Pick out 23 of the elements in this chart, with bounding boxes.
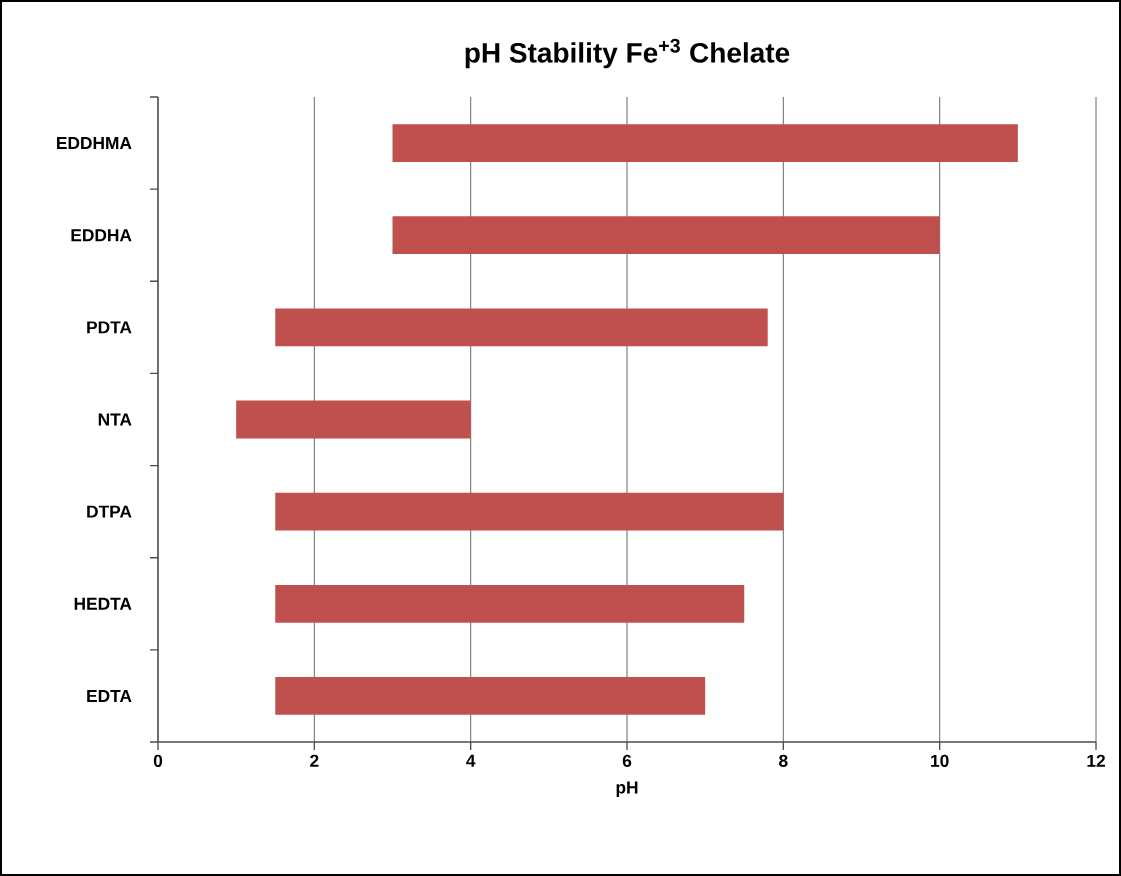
bar [236, 400, 471, 439]
y-tick-label: PDTA [87, 321, 132, 334]
y-tick-label: EDTA [87, 689, 132, 702]
y-tick-label: HEDTA [74, 597, 132, 610]
x-tick-label: 10 [931, 754, 949, 767]
x-tick-label: 12 [1087, 754, 1105, 767]
y-tick-label: EDDHMA [57, 137, 132, 150]
bar [275, 677, 706, 715]
x-tick-label: 8 [779, 754, 788, 767]
bar [275, 308, 768, 347]
y-tick-label: EDDHA [71, 229, 132, 242]
bar [392, 216, 940, 255]
y-tick-label: DTPA [87, 505, 132, 518]
chart-title: pH Stability Fe$^{+3}$ Chelate [465, 38, 790, 69]
x-tick-label: 4 [466, 754, 476, 767]
x-tick-label: 0 [153, 754, 163, 767]
bar [392, 124, 1018, 162]
x-axis-title: pH [616, 781, 638, 797]
x-tick-label: 6 [622, 754, 632, 767]
y-tick-label: NTA [98, 413, 132, 426]
bar [275, 584, 745, 623]
x-tick-label: 2 [310, 754, 319, 767]
bar [275, 492, 784, 531]
